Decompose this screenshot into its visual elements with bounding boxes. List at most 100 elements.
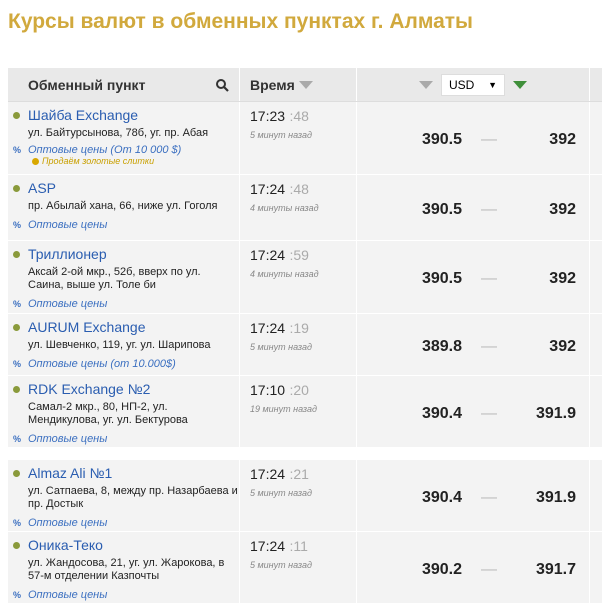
- time-cell: 17:24 :59 4 минуты назад: [240, 241, 357, 313]
- update-time: 17:24: [250, 181, 286, 197]
- rate-separator: —: [481, 270, 497, 287]
- wholesale-link[interactable]: % Оптовые цены: [13, 517, 239, 529]
- buy-rate: 390.5: [421, 270, 462, 287]
- table-row: ASP пр. Абылай хана, 66, ниже ул. Гоголя…: [8, 175, 602, 241]
- point-name-link[interactable]: Almaz Ali №1: [28, 465, 113, 481]
- percent-icon: %: [13, 518, 22, 528]
- sell-rate: 392: [549, 200, 576, 218]
- time-cell: 17:24 :48 4 минуты назад: [240, 175, 357, 240]
- update-time: 17:24: [250, 320, 286, 336]
- status-dot-icon: [13, 470, 20, 477]
- rate-separator: —: [481, 404, 497, 422]
- table-row: Almaz Ali №1 ул. Сатпаева, 8, между пр. …: [8, 460, 602, 532]
- wholesale-link[interactable]: % Оптовые цены: [13, 219, 239, 231]
- buy-rate: 390.5: [421, 200, 462, 218]
- update-seconds: :19: [289, 320, 309, 336]
- rate-separator: —: [481, 131, 497, 148]
- search-icon[interactable]: [216, 79, 229, 92]
- buy-rate: 390.5: [421, 131, 462, 148]
- time-ago: 4 минуты назад: [250, 269, 319, 279]
- rates-cell: 390.4 — 391.9: [357, 460, 590, 531]
- update-seconds: :11: [289, 538, 308, 554]
- sort-buy-icon[interactable]: [419, 80, 433, 89]
- status-dot-icon: [13, 251, 20, 258]
- rates-cell: 390.5 — 392: [357, 175, 590, 240]
- table-row: Триллионер Аксай 2-ой мкр., 52б, вверх п…: [8, 241, 602, 314]
- point-address: ул. Жандосова, 21, уг. ул. Жарокова, в 5…: [28, 557, 225, 582]
- rates-cell: 389.8 — 392: [357, 314, 590, 375]
- sort-sell-icon[interactable]: [513, 80, 527, 89]
- update-time: 17:24: [250, 247, 286, 263]
- time-ago: 5 минут назад: [250, 488, 312, 498]
- point-cell: Оника-Теко ул. Жандосова, 21, уг. ул. Жа…: [8, 532, 240, 603]
- rates-table: Обменный пункт Время USD ▼ Шайба Exchange…: [8, 68, 602, 604]
- point-name-link[interactable]: RDK Exchange №2: [28, 381, 151, 397]
- sell-rate: 392: [549, 337, 576, 355]
- column-point: Обменный пункт: [8, 68, 240, 101]
- point-name-link[interactable]: Оника-Теко: [28, 537, 103, 553]
- wholesale-link[interactable]: % Оптовые цены: [13, 298, 239, 310]
- status-dot-icon: [13, 185, 20, 192]
- percent-icon: %: [13, 590, 22, 600]
- wholesale-link[interactable]: % Оптовые цены: [13, 589, 239, 601]
- point-name-link[interactable]: ASP: [28, 180, 57, 196]
- point-cell: AURUM Exchange ул. Шевченко, 119, уг. ул…: [8, 314, 240, 375]
- column-point-label: Обменный пункт: [28, 76, 146, 93]
- time-cell: 17:24 :11 5 минут назад: [240, 532, 357, 603]
- wholesale-link[interactable]: % Оптовые цены: [13, 433, 239, 445]
- percent-icon: %: [13, 299, 22, 309]
- point-name-link[interactable]: Триллионер: [28, 246, 107, 262]
- status-dot-icon: [13, 386, 20, 393]
- point-address: Аксай 2-ой мкр., 52б, вверх по ул. Саина…: [28, 266, 201, 291]
- column-time[interactable]: Время: [240, 68, 357, 101]
- table-header: Обменный пункт Время USD ▼: [8, 68, 602, 102]
- update-seconds: :20: [289, 382, 309, 398]
- update-time: 17:23: [250, 108, 286, 124]
- time-cell: 17:23 :48 5 минут назад: [240, 102, 357, 174]
- wholesale-label: Оптовые цены: [28, 589, 108, 601]
- update-time: 17:24: [250, 466, 286, 482]
- point-name-link[interactable]: AURUM Exchange: [28, 319, 146, 335]
- point-name-link[interactable]: Шайба Exchange: [28, 107, 139, 123]
- buy-rate: 390.4: [421, 488, 462, 506]
- percent-icon: %: [13, 220, 22, 230]
- rate-separator: —: [481, 337, 497, 355]
- currency-value: USD: [449, 77, 475, 92]
- table-row: Оника-Теко ул. Жандосова, 21, уг. ул. Жа…: [8, 532, 602, 604]
- table-row: RDK Exchange №2 Самал-2 мкр., 80, НП-2, …: [8, 376, 602, 448]
- sort-desc-icon[interactable]: [298, 80, 313, 89]
- point-cell: Триллионер Аксай 2-ой мкр., 52б, вверх п…: [8, 241, 240, 313]
- column-time-label: Время: [250, 76, 295, 93]
- percent-icon: %: [13, 434, 22, 444]
- point-address: ул. Шевченко, 119, уг. ул. Шарипова: [28, 339, 211, 351]
- wholesale-link[interactable]: % Оптовые цены (от 10.000$): [13, 358, 239, 370]
- percent-icon: %: [13, 145, 22, 155]
- percent-icon: %: [13, 359, 22, 369]
- time-cell: 17:24 :19 5 минут назад: [240, 314, 357, 375]
- table-row: Шайба Exchange ул. Байтурсынова, 78б, уг…: [8, 102, 602, 175]
- sell-rate: 391.9: [535, 488, 576, 506]
- rate-separator: —: [481, 488, 497, 506]
- status-dot-icon: [13, 324, 20, 331]
- row-gap: [8, 448, 602, 460]
- rate-separator: —: [481, 560, 497, 578]
- wholesale-label: Оптовые цены: [28, 517, 108, 529]
- rates-cell: 390.5 — 392: [357, 102, 590, 174]
- point-address: пр. Абылай хана, 66, ниже ул. Гоголя: [28, 200, 218, 212]
- gold-note: Продаём золотые слитки: [28, 156, 239, 166]
- currency-select[interactable]: USD ▼: [441, 73, 505, 96]
- point-address: ул. Сатпаева, 8, между пр. Назарбаева и …: [28, 485, 238, 510]
- update-seconds: :48: [289, 181, 309, 197]
- wholesale-label: Оптовые цены (от 10.000$): [28, 358, 176, 370]
- time-ago: 4 минуты назад: [250, 203, 319, 213]
- time-ago: 5 минут назад: [250, 130, 312, 140]
- column-rates: USD ▼: [357, 68, 590, 101]
- sell-rate: 391.9: [535, 404, 576, 422]
- wholesale-link[interactable]: % Оптовые цены (От 10 000 $): [13, 144, 239, 156]
- buy-rate: 389.8: [421, 337, 462, 355]
- rate-separator: —: [481, 200, 497, 218]
- wholesale-label: Оптовые цены: [28, 298, 108, 310]
- update-time: 17:24: [250, 538, 286, 554]
- sell-rate: 391.7: [535, 560, 576, 578]
- point-address: Самал-2 мкр., 80, НП-2, ул. Мендикулова,…: [28, 401, 188, 426]
